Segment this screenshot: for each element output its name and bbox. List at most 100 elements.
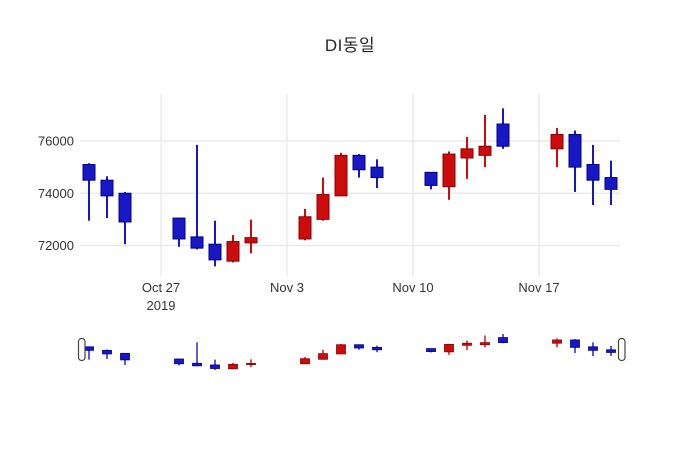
mini-candle xyxy=(462,340,472,351)
mini-candle-body xyxy=(372,346,382,351)
mini-candle xyxy=(246,359,256,368)
rangeslider-right-handle[interactable] xyxy=(617,337,626,362)
mini-candle-body xyxy=(174,358,184,365)
axis-labels: 76000 74000 72000 Oct 27 2019 Nov 3 Nov 10 Nov … xyxy=(38,134,560,314)
mini-candle-body xyxy=(480,342,490,346)
candle xyxy=(604,160,618,206)
x-tick-label: Nov 3 xyxy=(270,280,304,295)
candle xyxy=(82,163,96,221)
candle xyxy=(298,208,312,241)
mini-candle-body xyxy=(462,342,472,346)
candle xyxy=(370,159,384,189)
mini-candle xyxy=(192,342,202,367)
mini-candle xyxy=(372,345,382,353)
candle-body xyxy=(100,179,114,197)
mini-candle-body xyxy=(102,349,112,355)
candle-body xyxy=(334,154,348,197)
rangeslider[interactable] xyxy=(77,332,627,374)
mini-candle-body xyxy=(552,339,562,344)
candle xyxy=(100,176,114,219)
candle xyxy=(424,171,438,190)
mini-candle-body xyxy=(444,344,454,353)
x-tick-year: 2019 xyxy=(147,298,176,313)
candle-body xyxy=(586,164,600,181)
mini-candle-body xyxy=(606,349,616,353)
mini-candle xyxy=(588,342,598,357)
candle-body xyxy=(298,216,312,240)
candle-body xyxy=(370,166,384,179)
rangeslider-left-handle[interactable] xyxy=(77,337,86,362)
chart-title: DI동일 xyxy=(324,36,376,55)
mini-candle-body xyxy=(300,358,310,365)
mini-candle xyxy=(102,349,112,359)
candle xyxy=(460,137,474,179)
mini-candle-body xyxy=(570,339,580,348)
candle-body xyxy=(352,154,366,171)
candle-body xyxy=(496,123,510,147)
x-tick-label: Nov 17 xyxy=(518,280,559,295)
mini-candle-body xyxy=(246,363,256,366)
candle-body xyxy=(118,192,132,223)
mini-candle xyxy=(498,334,508,344)
candle-body xyxy=(208,243,222,261)
mini-candle xyxy=(480,335,490,348)
candle-body xyxy=(244,237,258,244)
candle xyxy=(496,108,510,149)
mini-candle-body xyxy=(192,362,202,367)
candle xyxy=(478,114,492,168)
x-tick-label: Oct 27 xyxy=(142,280,180,295)
mini-candle xyxy=(318,349,328,360)
mini-candle-body xyxy=(84,346,94,351)
mini-candle xyxy=(354,344,364,350)
mini-candle xyxy=(606,345,616,357)
mini-candle-body xyxy=(228,363,238,370)
candle xyxy=(334,152,348,197)
y-tick-label: 76000 xyxy=(38,134,74,149)
candle xyxy=(118,191,132,245)
y-tick-label: 72000 xyxy=(38,238,74,253)
candle xyxy=(208,220,222,267)
mini-candle xyxy=(426,348,436,353)
gridlines xyxy=(80,94,620,276)
candle xyxy=(316,177,330,221)
mini-candle xyxy=(336,344,346,355)
mini-candle xyxy=(228,362,238,370)
candle-body xyxy=(568,133,582,168)
candle-body xyxy=(460,148,474,159)
mini-candle xyxy=(570,339,580,354)
candle-body xyxy=(172,217,186,240)
candle-body xyxy=(424,171,438,186)
candle-body xyxy=(442,153,456,188)
mini-candle-body xyxy=(426,348,436,352)
candle-body xyxy=(226,241,240,262)
plot-area[interactable] xyxy=(80,94,620,276)
mini-candle xyxy=(552,338,562,348)
mini-candle xyxy=(300,356,310,365)
x-tick-label: Nov 10 xyxy=(392,280,433,295)
candle xyxy=(550,127,564,168)
candle xyxy=(190,144,204,250)
candle-body xyxy=(316,194,330,220)
candle-body xyxy=(190,236,204,249)
candle xyxy=(568,130,582,192)
mini-candle-body xyxy=(498,337,508,344)
plot-drag-zone[interactable] xyxy=(80,94,620,276)
candle xyxy=(172,217,186,247)
mini-candle-body xyxy=(120,352,130,361)
mini-candle-body xyxy=(588,346,598,351)
candle xyxy=(226,235,240,263)
mini-candle-body xyxy=(354,344,364,349)
candle xyxy=(352,154,366,178)
mini-candle-body xyxy=(318,353,328,360)
rangeslider-track[interactable] xyxy=(78,332,627,374)
mini-candle xyxy=(210,359,220,370)
candle xyxy=(442,151,456,200)
mini-candle xyxy=(444,343,454,355)
candle-body xyxy=(550,133,564,150)
candle-body xyxy=(82,164,96,181)
candle-body xyxy=(478,145,492,156)
mini-candle-body xyxy=(336,344,346,355)
mini-candle xyxy=(174,358,184,366)
